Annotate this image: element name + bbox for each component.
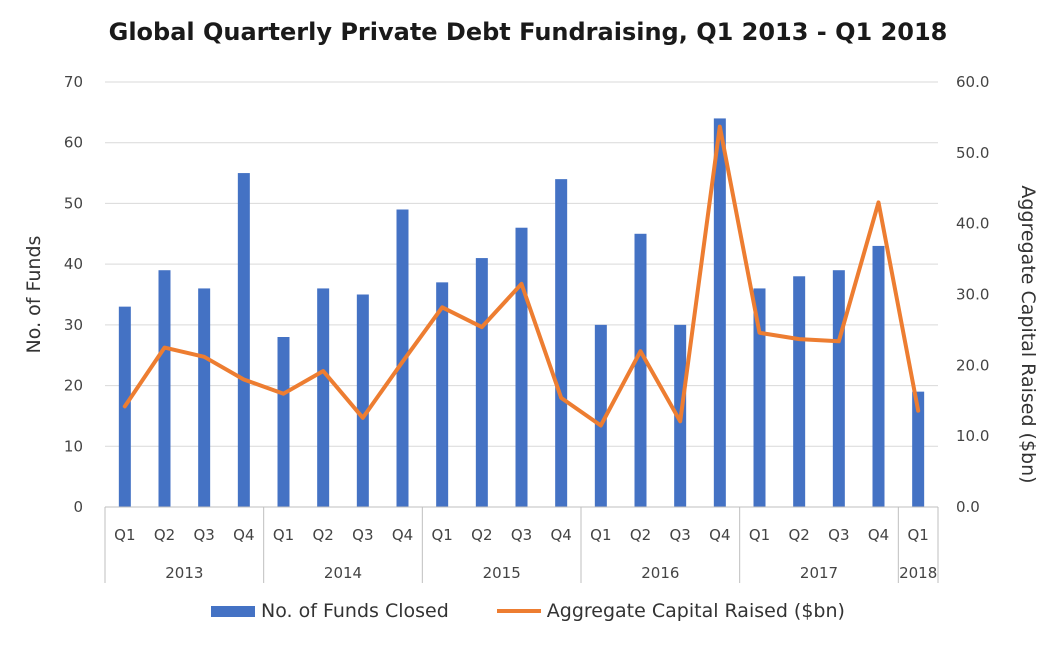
x-tick-label: Q1 <box>114 526 135 544</box>
bar <box>594 324 607 507</box>
legend-label-bars: No. of Funds Closed <box>261 600 449 622</box>
y2-tick-label: 50.0 <box>956 144 989 162</box>
bar <box>555 179 568 507</box>
x-tick-label: Q1 <box>907 526 928 544</box>
legend: No. of Funds Closed Aggregate Capital Ra… <box>0 600 1056 622</box>
y2-tick-label: 20.0 <box>956 356 989 374</box>
y-tick-label: 70 <box>64 73 83 91</box>
bar <box>713 118 726 507</box>
bar <box>832 270 845 507</box>
y2-tick-label: 0.0 <box>956 498 980 516</box>
x-tick-label: Q2 <box>154 526 175 544</box>
bar <box>872 245 885 507</box>
bar <box>317 288 330 507</box>
legend-swatch-bar <box>211 605 256 617</box>
bar <box>356 294 369 507</box>
x-tick-label: Q4 <box>233 526 254 544</box>
legend-swatch-line <box>496 609 541 613</box>
x-tick-label: Q2 <box>788 526 809 544</box>
bar <box>475 258 488 507</box>
x-tick-label: Q2 <box>312 526 333 544</box>
y-tick-label: 20 <box>64 377 83 395</box>
chart-title: Global Quarterly Private Debt Fundraisin… <box>108 18 948 46</box>
chart-area: 0 10 20 30 40 50 60 70 0.0 10.0 20.0 30.0 40.0 50.0 60… <box>23 73 1039 583</box>
x-tick-label: Q4 <box>709 526 730 544</box>
x-tick-label: Q4 <box>868 526 889 544</box>
x-tick-label: Q4 <box>550 526 571 544</box>
x-tick-label: Q1 <box>590 526 611 544</box>
year-label: 2015 <box>483 564 521 582</box>
x-tick-label: Q3 <box>828 526 849 544</box>
bar <box>634 233 647 508</box>
y2-axis-title: Aggregate Capital Raised ($bn) <box>1017 185 1039 483</box>
bar <box>237 173 250 508</box>
legend-item-bars: No. of Funds Closed <box>211 600 449 622</box>
x-tick-label: Q2 <box>471 526 492 544</box>
legend-item-line: Aggregate Capital Raised ($bn) <box>496 600 845 622</box>
bar <box>158 270 171 507</box>
y2-tick-label: 60.0 <box>956 73 989 91</box>
year-label: 2016 <box>641 564 679 582</box>
x-tick-label: Q1 <box>273 526 294 544</box>
x-tick-label: Q2 <box>630 526 651 544</box>
y-tick-label: 30 <box>64 316 83 334</box>
bar <box>198 288 211 507</box>
bar <box>793 276 806 507</box>
y-tick-label: 60 <box>64 134 83 152</box>
bar <box>753 288 766 507</box>
year-label: 2014 <box>324 564 362 582</box>
bar <box>277 337 290 507</box>
y-tick-label: 10 <box>64 437 83 455</box>
bar <box>396 209 409 507</box>
year-label: 2017 <box>800 564 838 582</box>
y-tick-label: 0 <box>73 498 83 516</box>
bar <box>515 227 528 507</box>
x-tick-label: Q3 <box>511 526 532 544</box>
x-tick-label: Q1 <box>431 526 452 544</box>
y-tick-label: 40 <box>64 255 83 273</box>
bar <box>912 391 925 507</box>
x-tick-label: Q3 <box>193 526 214 544</box>
y2-tick-label: 10.0 <box>956 427 989 445</box>
y-axis-title: No. of Funds <box>23 236 45 354</box>
legend-label-line: Aggregate Capital Raised ($bn) <box>546 600 845 622</box>
x-tick-label: Q4 <box>392 526 413 544</box>
bar <box>436 282 449 507</box>
y2-tick-label: 40.0 <box>956 215 989 233</box>
year-label: 2013 <box>165 564 203 582</box>
x-tick-label: Q1 <box>749 526 770 544</box>
x-tick-label: Q3 <box>352 526 373 544</box>
year-label: 2018 <box>899 564 937 582</box>
y-tick-label: 50 <box>64 194 83 212</box>
y2-tick-label: 30.0 <box>956 286 989 304</box>
x-tick-label: Q3 <box>669 526 690 544</box>
